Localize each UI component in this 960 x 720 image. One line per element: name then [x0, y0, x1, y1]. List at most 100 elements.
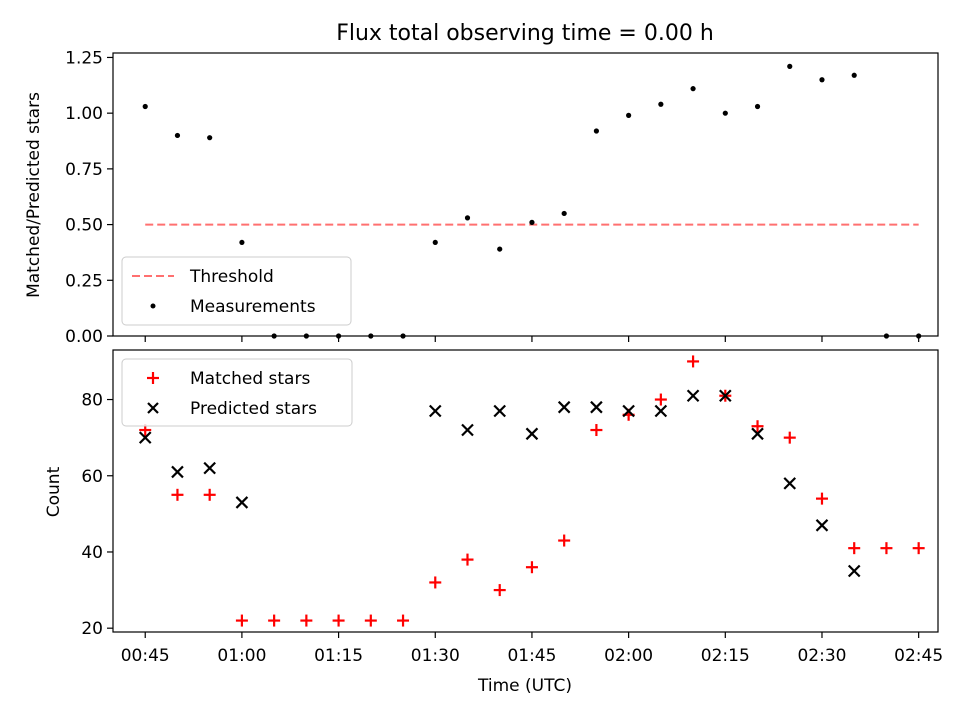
matched-legend-swatch [147, 372, 159, 384]
predicted-point [428, 404, 442, 418]
count-y-tick-label: 60 [81, 467, 103, 487]
ratio-plot-marks [142, 63, 922, 339]
matched-point [203, 488, 216, 501]
ratio-y-tick-label: 0.25 [65, 271, 103, 291]
matched-legend-label: Matched stars [190, 369, 310, 389]
measurement-point [690, 86, 696, 92]
ratio-legend-box [121, 256, 352, 326]
predicted-point [686, 389, 700, 403]
matched-point [558, 534, 571, 547]
predicted-point [493, 404, 506, 418]
predicted-point [171, 465, 184, 479]
ratio-y-tick-label: 1.25 [65, 48, 103, 68]
matched-point [848, 542, 861, 555]
ratio-legend: Threshold Measurements [121, 256, 352, 326]
ratio-panel: 0.00 0.25 0.50 0.75 1.00 1.25 Matched/Predict… [24, 48, 939, 347]
matched-point [332, 614, 345, 627]
predicted-point [783, 477, 797, 490]
predicted-point [235, 496, 249, 509]
ratio-y-axis-label: Matched/Predicted stars [24, 92, 44, 298]
predicted-point [525, 427, 539, 441]
predicted-legend-swatch [147, 402, 159, 414]
predicted-point [654, 404, 668, 418]
measurement-point [529, 219, 535, 225]
matched-point [429, 576, 442, 589]
matched-point [815, 492, 828, 505]
ratio-y-tick-label: 0.75 [65, 160, 103, 180]
measurement-point [174, 132, 181, 139]
count-plot-frame [112, 349, 939, 633]
x-tick-label: 01:00 [217, 646, 266, 666]
measurement-point [464, 215, 471, 221]
matched-point [171, 488, 184, 501]
matched-point [654, 393, 667, 406]
measurement-point [593, 128, 599, 134]
predicted-legend-label: Predicted stars [190, 399, 317, 419]
count-y-tick-label: 40 [81, 543, 103, 563]
threshold-legend-label: Threshold [189, 267, 274, 287]
measurement-point [787, 63, 793, 69]
measurement-point [239, 239, 245, 246]
measurement-point [754, 103, 761, 110]
matched-point [397, 614, 410, 627]
count-y-tick-label: 80 [81, 391, 103, 411]
x-tick-label: 01:15 [314, 646, 363, 666]
x-tick-label: 00:45 [121, 646, 170, 666]
matched-point [912, 542, 925, 555]
measurements-legend-swatch [150, 303, 156, 309]
measurement-point [561, 210, 567, 217]
measurement-point [722, 110, 728, 116]
measurement-point [851, 72, 857, 78]
count-y-tick-label: 20 [81, 619, 103, 639]
x-tick-label: 01:30 [411, 646, 460, 666]
matched-point [880, 542, 893, 555]
measurement-point [658, 101, 664, 107]
x-tick-label: 01:45 [507, 646, 556, 666]
predicted-point [203, 461, 216, 475]
count-legend-box [121, 358, 353, 427]
measurement-point [432, 239, 438, 246]
time-x-ticks: 00:45 01:00 01:15 01:30 01:45 02:00 02:15 02:30… [121, 632, 943, 666]
x-tick-label: 02:30 [797, 646, 846, 666]
predicted-point [719, 389, 732, 403]
measurements-legend-label: Measurements [190, 297, 316, 317]
ratio-x-tick-marks [144, 336, 920, 342]
ratio-y-tick-label: 0.00 [65, 327, 103, 347]
predicted-point [815, 519, 829, 532]
matched-point [590, 424, 603, 437]
predicted-point [751, 427, 764, 441]
matched-point [235, 614, 248, 627]
predicted-point [847, 564, 861, 578]
ratio-y-tick-label: 1.00 [65, 104, 103, 124]
matched-point [525, 561, 538, 574]
matched-point [268, 614, 281, 627]
measurement-point [207, 135, 213, 141]
count-plot-marks [138, 355, 925, 627]
predicted-point [557, 400, 571, 414]
measurement-point [819, 77, 825, 83]
count-y-ticks: 20 40 60 80 [81, 391, 113, 639]
measurement-point [142, 103, 148, 110]
count-y-axis-label: Count [44, 466, 64, 517]
matched-point [300, 614, 313, 627]
predicted-point [622, 404, 635, 418]
ratio-y-tick-label: 0.50 [65, 216, 103, 236]
matched-point [493, 584, 506, 597]
matched-point [461, 553, 474, 566]
count-legend: Matched stars Predicted stars [121, 358, 353, 427]
x-tick-label: 02:45 [894, 646, 943, 666]
matched-point [751, 420, 764, 433]
chart-title: Flux total observing time = 0.00 h [336, 21, 714, 46]
predicted-point [138, 431, 152, 444]
x-axis-label: Time (UTC) [477, 676, 572, 696]
ratio-plot-frame [112, 52, 939, 337]
matched-point [783, 431, 796, 444]
x-tick-label: 02:15 [701, 646, 750, 666]
predicted-point [590, 400, 603, 414]
measurement-point [497, 246, 503, 252]
ratio-y-ticks: 0.00 0.25 0.50 0.75 1.00 1.25 [65, 48, 113, 347]
matched-point [364, 614, 377, 627]
predicted-point [461, 423, 474, 437]
